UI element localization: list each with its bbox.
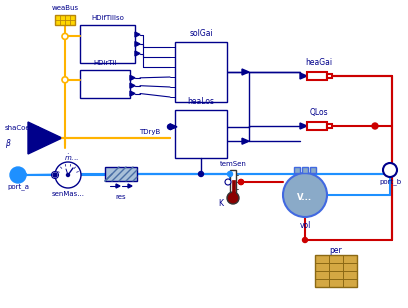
Circle shape bbox=[302, 237, 308, 242]
Bar bbox=[55, 15, 75, 25]
Polygon shape bbox=[300, 123, 307, 129]
Text: $\beta$: $\beta$ bbox=[5, 136, 12, 149]
Circle shape bbox=[62, 33, 68, 39]
Circle shape bbox=[239, 180, 244, 184]
Circle shape bbox=[383, 163, 397, 177]
Polygon shape bbox=[135, 51, 140, 56]
Text: HDirTil: HDirTil bbox=[93, 60, 117, 66]
Text: temSen: temSen bbox=[220, 161, 246, 167]
Text: HDifTilIso: HDifTilIso bbox=[91, 15, 124, 21]
Text: res: res bbox=[116, 194, 126, 200]
Text: senMas...: senMas... bbox=[51, 191, 84, 197]
Text: TDryB: TDryB bbox=[139, 129, 160, 135]
Bar bbox=[327, 124, 332, 128]
Text: per: per bbox=[330, 245, 342, 254]
Text: port_b: port_b bbox=[379, 179, 401, 185]
Bar bbox=[302, 167, 308, 173]
Polygon shape bbox=[130, 83, 135, 88]
Circle shape bbox=[225, 179, 231, 185]
Text: solGai: solGai bbox=[189, 29, 213, 38]
Circle shape bbox=[10, 167, 26, 183]
Text: V...: V... bbox=[297, 192, 313, 201]
Circle shape bbox=[227, 192, 239, 204]
Bar bbox=[307, 122, 327, 130]
Text: K: K bbox=[218, 198, 223, 208]
Polygon shape bbox=[130, 91, 135, 96]
Polygon shape bbox=[242, 69, 249, 75]
Circle shape bbox=[55, 162, 81, 188]
Bar bbox=[231, 180, 235, 196]
Text: heaLos: heaLos bbox=[188, 97, 215, 106]
Bar bbox=[294, 167, 300, 173]
Bar bbox=[310, 167, 316, 173]
Bar bbox=[175, 42, 227, 102]
Polygon shape bbox=[130, 75, 135, 80]
Polygon shape bbox=[135, 42, 140, 47]
Text: weaBus: weaBus bbox=[51, 5, 79, 11]
Circle shape bbox=[199, 172, 204, 176]
Bar bbox=[327, 74, 332, 79]
Bar bbox=[315, 255, 357, 287]
Bar bbox=[307, 72, 327, 80]
Polygon shape bbox=[170, 124, 177, 130]
Text: vol: vol bbox=[299, 221, 310, 229]
Circle shape bbox=[53, 173, 57, 177]
Polygon shape bbox=[128, 184, 132, 188]
Text: QLos: QLos bbox=[310, 108, 328, 117]
Circle shape bbox=[283, 173, 327, 217]
Bar bbox=[80, 70, 130, 98]
Polygon shape bbox=[28, 122, 62, 154]
Circle shape bbox=[62, 77, 68, 83]
Circle shape bbox=[51, 172, 58, 179]
Text: $\dot{m}$...: $\dot{m}$... bbox=[64, 152, 78, 163]
Polygon shape bbox=[300, 73, 307, 79]
Polygon shape bbox=[116, 184, 120, 188]
Bar bbox=[230, 170, 236, 196]
Circle shape bbox=[168, 124, 173, 129]
Circle shape bbox=[372, 123, 378, 129]
Bar bbox=[80, 25, 135, 63]
Circle shape bbox=[228, 172, 233, 176]
Polygon shape bbox=[242, 138, 249, 144]
Bar bbox=[105, 167, 137, 181]
Text: port_a: port_a bbox=[7, 184, 29, 190]
Circle shape bbox=[67, 173, 69, 176]
Bar bbox=[175, 110, 227, 158]
Text: heaGai: heaGai bbox=[306, 58, 333, 67]
Text: shaCoe_in: shaCoe_in bbox=[5, 125, 41, 132]
Polygon shape bbox=[135, 32, 140, 37]
Circle shape bbox=[239, 180, 244, 184]
